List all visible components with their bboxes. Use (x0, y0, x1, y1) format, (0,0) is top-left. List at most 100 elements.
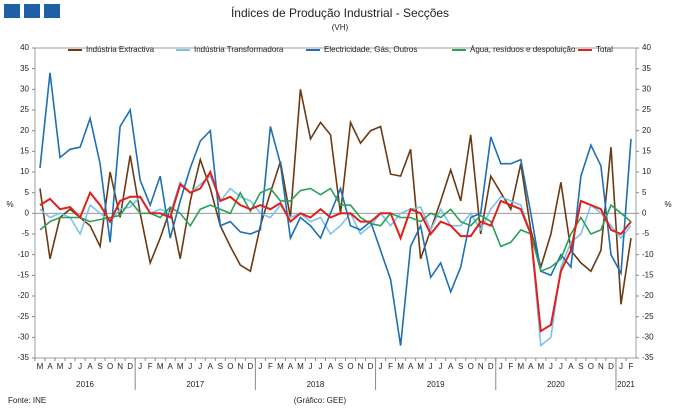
x-tick-label: M (297, 362, 304, 371)
x-tick-label: J (68, 362, 72, 371)
x-tick-label: S (218, 362, 223, 371)
y2-tick-label: 40 (642, 43, 651, 52)
x-tick-label: A (568, 362, 574, 371)
series-line (39, 187, 632, 273)
legend-label: Total (596, 45, 613, 54)
x-tick-label: J (78, 362, 82, 371)
x-tick-label: F (268, 362, 273, 371)
y2-tick-label: -15 (642, 270, 654, 279)
x-tick-label: J (439, 362, 443, 371)
chart-subtitle: (VH) (332, 23, 349, 32)
x-tick-label: N (358, 362, 364, 371)
x-tick-label: J (138, 362, 142, 371)
y2-tick-label: -25 (642, 312, 654, 321)
y-tick-label: 20 (20, 126, 29, 135)
y2-tick-label: -10 (642, 250, 654, 259)
y-axis-label: % (6, 200, 13, 209)
x-tick-label: N (478, 362, 484, 371)
x-tick-label: S (458, 362, 463, 371)
x-tick-label: N (117, 362, 123, 371)
x-tick-label: J (379, 362, 383, 371)
logo (4, 4, 60, 18)
y2-tick-label: 15 (642, 146, 651, 155)
x-tick-label: D (488, 362, 494, 371)
x-tick-label: O (588, 362, 594, 371)
x-tick-label: M (157, 362, 164, 371)
x-tick-label: D (247, 362, 253, 371)
series-line (39, 89, 632, 305)
y2-axis-label: % (664, 200, 671, 209)
x-tick-label: O (347, 362, 353, 371)
x-tick-label: M (517, 362, 524, 371)
x-tick-label: J (429, 362, 433, 371)
y-tick-label: 25 (20, 105, 29, 114)
x-tick-label: D (127, 362, 133, 371)
legend-label: Electricidade, Gás, Outros (324, 45, 417, 54)
y-tick-label: 10 (20, 167, 29, 176)
x-tick-label: A (208, 362, 214, 371)
year-label: 2016 (76, 380, 94, 389)
x-tick-label: F (508, 362, 513, 371)
y2-tick-label: -5 (642, 229, 650, 238)
year-label: 2018 (307, 380, 325, 389)
x-tick-label: A (408, 362, 414, 371)
y2-tick-label: 25 (642, 105, 651, 114)
y-tick-label: 15 (20, 146, 29, 155)
y-tick-label: 35 (20, 64, 29, 73)
x-tick-label: M (538, 362, 545, 371)
series-line (39, 169, 632, 333)
series-line (39, 72, 632, 346)
y2-tick-label: 20 (642, 126, 651, 135)
x-tick-label: S (97, 362, 102, 371)
year-label: 2020 (547, 380, 565, 389)
chart-title: Índices de Produção Industrial - Secções (231, 5, 449, 20)
x-tick-label: A (47, 362, 53, 371)
y2-tick-label: -30 (642, 332, 654, 341)
x-tick-label: J (198, 362, 202, 371)
x-tick-label: D (608, 362, 614, 371)
x-tick-label: M (177, 362, 184, 371)
y2-tick-label: 0 (642, 208, 647, 217)
x-tick-label: O (468, 362, 474, 371)
y2-tick-label: 35 (642, 64, 651, 73)
x-tick-label: D (368, 362, 374, 371)
x-tick-label: N (237, 362, 243, 371)
x-tick-label: A (448, 362, 454, 371)
y-tick-label: -10 (17, 250, 29, 259)
x-tick-label: M (277, 362, 284, 371)
year-label: 2017 (186, 380, 204, 389)
y-tick-label: 40 (20, 43, 29, 52)
x-tick-label: N (598, 362, 604, 371)
y2-tick-label: 10 (642, 167, 651, 176)
y2-tick-label: 30 (642, 84, 651, 93)
x-tick-label: M (57, 362, 64, 371)
credit: (Gráfico: GEE) (294, 396, 347, 405)
x-tick-label: A (87, 362, 93, 371)
y2-tick-label: -35 (642, 353, 654, 362)
x-tick-label: S (338, 362, 343, 371)
x-tick-label: A (328, 362, 334, 371)
y2-tick-label: -20 (642, 291, 654, 300)
x-tick-label: M (397, 362, 404, 371)
x-tick-label: O (107, 362, 113, 371)
x-tick-label: M (417, 362, 424, 371)
y-tick-label: -35 (17, 353, 29, 362)
x-tick-label: F (148, 362, 153, 371)
x-tick-label: A (288, 362, 294, 371)
legend-label: Água, resíduos e despoluição (470, 45, 576, 54)
x-tick-label: S (578, 362, 583, 371)
x-tick-label: O (227, 362, 233, 371)
legend-label: Indústria Extractiva (86, 45, 155, 54)
y-tick-label: 5 (25, 188, 30, 197)
year-label: 2019 (427, 380, 445, 389)
legend-label: Indústria Transformadora (194, 45, 284, 54)
x-tick-label: J (258, 362, 262, 371)
x-tick-label: J (619, 362, 623, 371)
y-tick-label: 30 (20, 84, 29, 93)
x-tick-label: J (559, 362, 563, 371)
x-tick-label: F (629, 362, 634, 371)
x-tick-label: J (318, 362, 322, 371)
x-tick-label: F (388, 362, 393, 371)
x-tick-label: A (528, 362, 534, 371)
